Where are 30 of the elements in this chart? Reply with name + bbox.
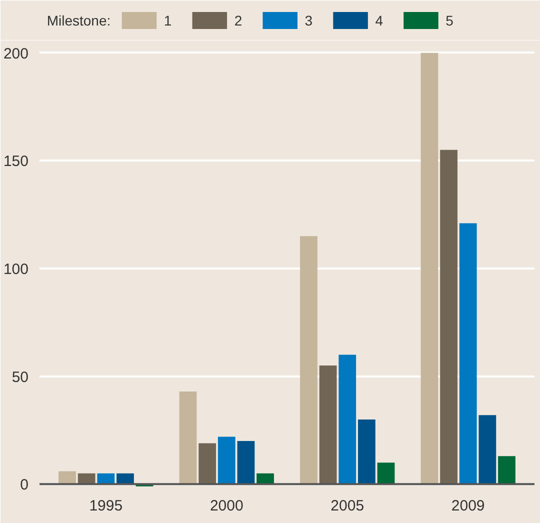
legend-title: Milestone: bbox=[46, 12, 111, 28]
bar bbox=[478, 415, 496, 484]
bar bbox=[319, 366, 337, 484]
bar bbox=[237, 441, 255, 484]
legend-label: 4 bbox=[375, 12, 384, 28]
legend-label: 1 bbox=[164, 12, 172, 28]
bar bbox=[198, 443, 216, 484]
bar bbox=[338, 354, 356, 484]
x-tick-label: 2005 bbox=[330, 498, 364, 514]
legend-label: 2 bbox=[234, 12, 242, 28]
bar bbox=[498, 456, 516, 484]
x-tick-label: 1995 bbox=[89, 498, 123, 514]
bar bbox=[440, 150, 458, 484]
bar bbox=[459, 223, 477, 484]
bar bbox=[420, 52, 438, 484]
x-tick-label: 2000 bbox=[210, 498, 244, 514]
bar bbox=[377, 462, 395, 484]
y-tick-label: 100 bbox=[3, 261, 29, 278]
bar bbox=[358, 419, 376, 484]
y-tick-label: 150 bbox=[3, 153, 29, 170]
bar bbox=[58, 471, 76, 484]
bar bbox=[179, 391, 197, 484]
x-tick-label: 2009 bbox=[451, 498, 485, 514]
legend-label: 5 bbox=[446, 12, 454, 28]
y-tick-label: 200 bbox=[3, 45, 29, 62]
y-tick-label: 0 bbox=[20, 476, 28, 494]
bar bbox=[218, 436, 236, 484]
y-tick-label: 50 bbox=[12, 368, 29, 386]
bar bbox=[300, 236, 318, 484]
legend-label: 3 bbox=[304, 12, 313, 28]
